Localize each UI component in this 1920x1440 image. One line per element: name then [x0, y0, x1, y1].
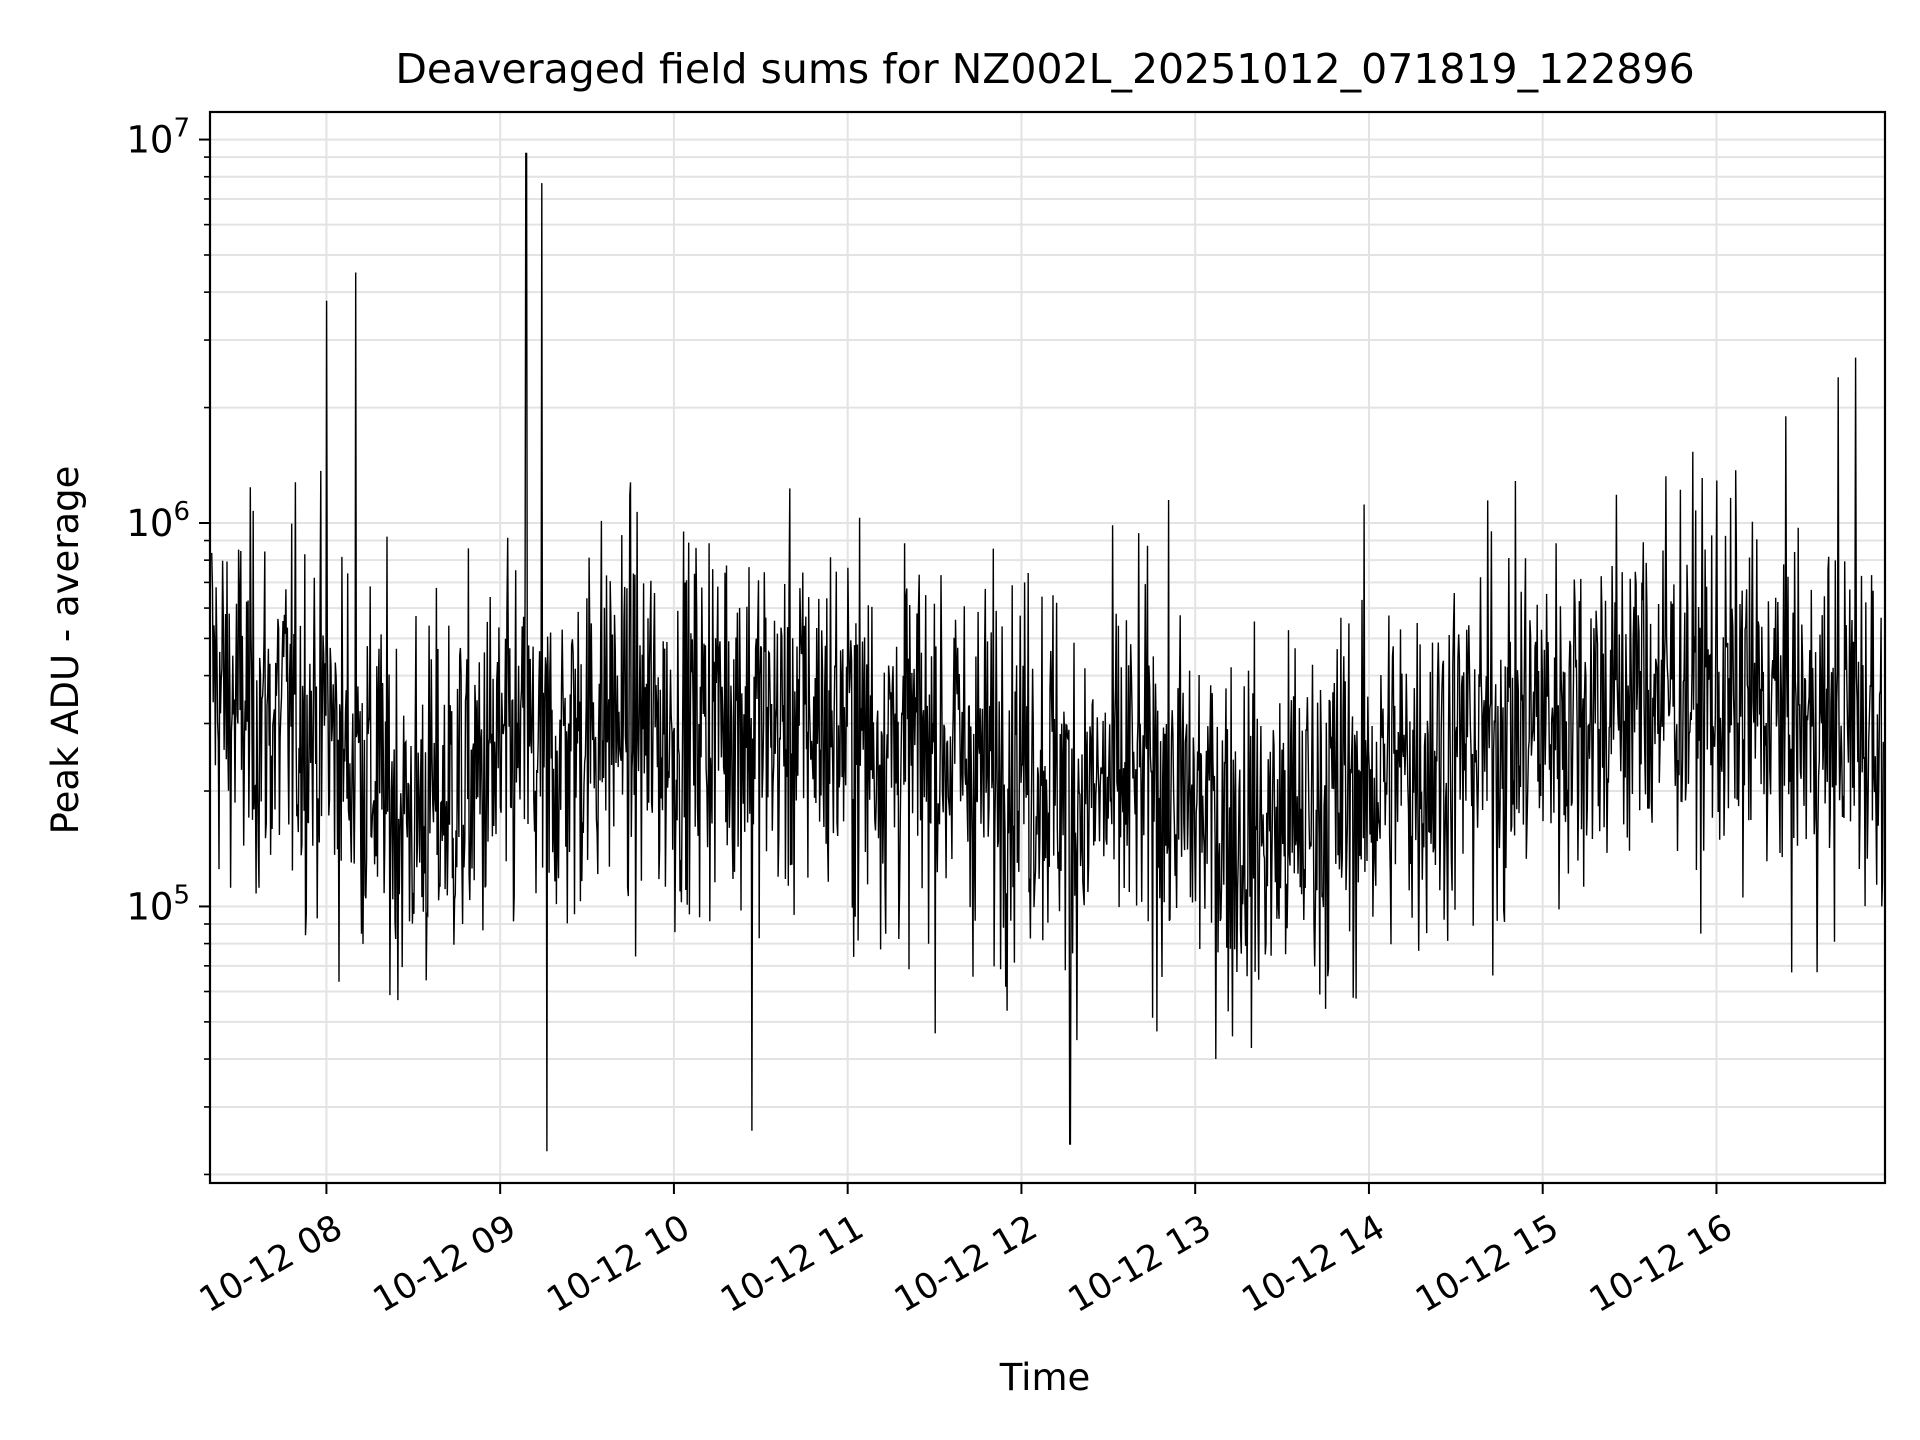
plot-frame [208, 110, 1887, 1185]
y-axis-label: Peak ADU - average [44, 466, 87, 835]
chart-title: Deaveraged field sums for NZ002L_2025101… [395, 45, 1694, 93]
y-tick-label: 106 [126, 497, 190, 545]
series-group [211, 152, 1885, 1152]
y-tick-label: 107 [126, 114, 190, 162]
y-tick-label: 105 [126, 880, 190, 928]
x-axis-label: Time [999, 1356, 1091, 1399]
y-axis: 105 106 107 [126, 114, 210, 1176]
series-line [211, 152, 1885, 1152]
